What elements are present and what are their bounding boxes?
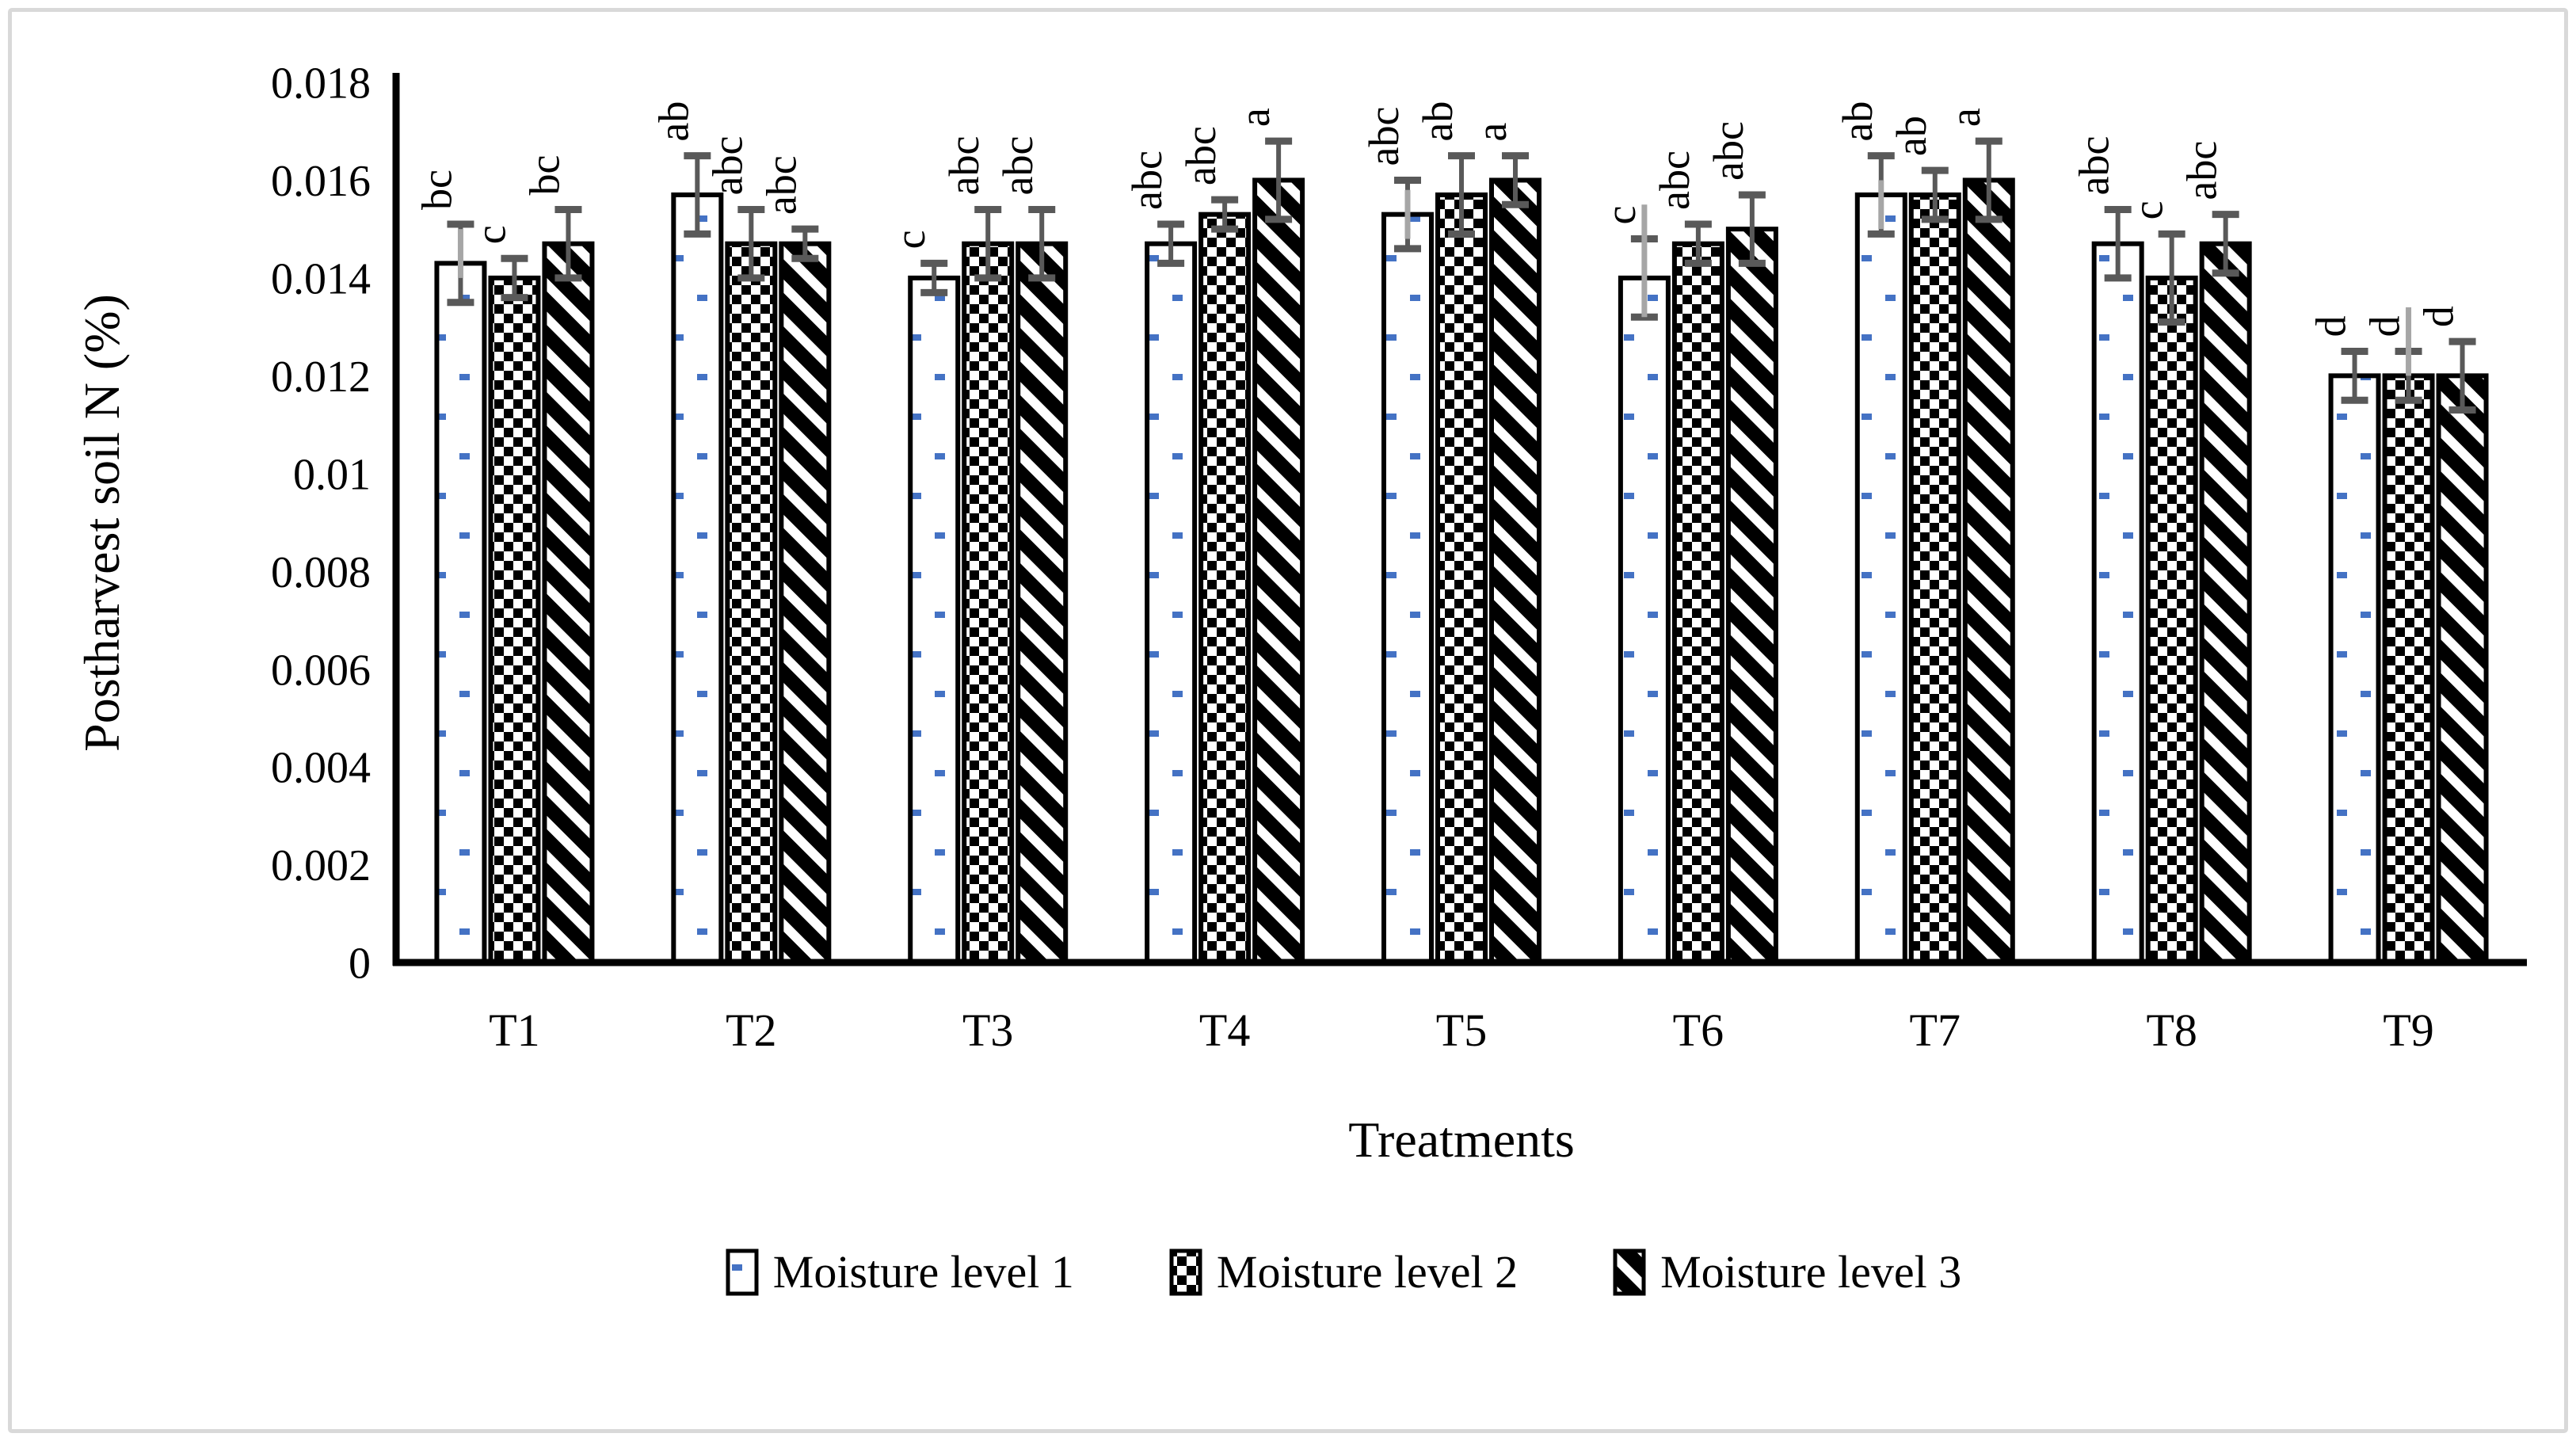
bar-T6-series3 [1725, 227, 1778, 965]
bars-group [434, 177, 2489, 966]
bar-T3-series3 [1016, 241, 1069, 965]
bar-T5-series1 [1381, 212, 1434, 965]
sig-letter-T4-series2: abc [1177, 126, 1225, 185]
sig-letter-T3-series2: abc [940, 136, 988, 196]
bar-T4-series1 [1145, 241, 1198, 965]
bar-T1-series1 [434, 261, 487, 966]
sig-letter-T9-series2: d [2361, 315, 2409, 337]
legend-swatch-blue-dots-icon [726, 1248, 759, 1295]
sig-letter-T4-series3: a [1231, 108, 1278, 127]
sig-letter-T8-series2: c [2124, 200, 2172, 219]
x-tick-label-T8: T8 [2146, 1005, 2197, 1056]
x-tick-label-T2: T2 [726, 1005, 776, 1056]
y-axis-title: Postharvest soil N (%) [74, 294, 130, 752]
sig-letter-T1-series3: bc [520, 155, 568, 196]
x-tick-label-T6: T6 [1673, 1005, 1724, 1056]
bar-T3-series1 [908, 275, 961, 965]
sig-letter-T2-series1: ab [650, 101, 697, 142]
y-axis-tick-labels: 0 0.002 0.004 0.006 0.008 0.01 0.012 0.014 0.016… [271, 59, 371, 989]
y-tick-label-0.006: 0.006 [271, 646, 371, 695]
bar-T2-series1 [671, 192, 724, 965]
sig-letter-T7-series1: ab [1834, 101, 1881, 142]
y-tick-label-0: 0 [349, 940, 371, 989]
bar-T2-series3 [779, 241, 832, 965]
sig-letter-T5-series2: ab [1414, 101, 1461, 142]
legend-swatch-checker-icon [1169, 1248, 1202, 1295]
sig-letter-T3-series1: c [886, 230, 934, 249]
bar-T7-series1 [1854, 192, 1907, 965]
sig-letter-T1-series2: c [467, 225, 514, 244]
bar-T9-series3 [2436, 373, 2489, 966]
sig-letter-T8-series3: abc [2178, 141, 2226, 200]
x-tick-label-T4: T4 [1199, 1005, 1250, 1056]
legend-label-3: Moisture level 3 [1660, 1246, 1962, 1298]
legend-item-1: Moisture level 1 [724, 1245, 1074, 1298]
bar-T8-series2 [2145, 275, 2198, 965]
y-tick-label-0.01: 0.01 [293, 450, 371, 499]
sig-letter-T8-series1: abc [2071, 136, 2118, 196]
sig-letter-T1-series1: bc [413, 170, 460, 210]
legend: Moisture level 1 Moisture level 2 Moisture… [277, 1245, 2408, 1298]
sig-letter-T3-series3: abc [994, 136, 1042, 196]
x-axis-title: Treatments [1348, 1111, 1575, 1168]
y-tick-label-0.002: 0.002 [271, 841, 371, 890]
legend-item-3: Moisture level 3 [1611, 1245, 1961, 1298]
sig-letter-T9-series1: d [2307, 315, 2355, 337]
legend-swatch-diagonal-icon [1613, 1248, 1646, 1295]
bar-T8-series1 [2091, 241, 2144, 965]
x-axis-tick-labels: T1 T2 T3 T4 T5 T6 T7 T8 T9 [489, 1005, 2434, 1056]
y-tick-label-0.008: 0.008 [271, 548, 371, 597]
bar-T3-series2 [962, 241, 1015, 965]
bar-T6-series2 [1671, 241, 1724, 965]
bar-T9-series1 [2328, 373, 2381, 966]
bar-T5-series2 [1435, 192, 1488, 965]
x-tick-label-T7: T7 [1910, 1005, 1961, 1056]
y-tick-label-0.012: 0.012 [271, 353, 371, 402]
bar-T4-series2 [1198, 212, 1252, 965]
bar-T8-series3 [2199, 241, 2252, 965]
error-bars-group [447, 137, 2476, 414]
sig-letter-T2-series2: abc [703, 136, 751, 196]
sig-letter-T5-series1: abc [1360, 107, 1408, 166]
bar-T7-series3 [1962, 177, 2015, 965]
x-tick-label-T5: T5 [1436, 1005, 1487, 1056]
bar-T1-series3 [542, 241, 595, 965]
y-tick-label-0.018: 0.018 [271, 59, 371, 109]
bar-T9-series2 [2382, 373, 2435, 966]
sig-letter-T6-series1: c [1597, 206, 1644, 225]
sig-letter-T4-series1: abc [1123, 151, 1171, 210]
sig-letter-T7-series3: a [1942, 108, 1989, 127]
legend-item-2: Moisture level 2 [1168, 1245, 1518, 1298]
x-tick-label-T9: T9 [2383, 1005, 2433, 1056]
y-tick-label-0.016: 0.016 [271, 157, 371, 206]
sig-letter-T6-series2: abc [1651, 151, 1698, 210]
legend-label-1: Moisture level 1 [772, 1246, 1074, 1298]
bar-T1-series2 [488, 275, 541, 965]
sig-letter-T9-series3: d [2415, 306, 2463, 327]
bar-T4-series3 [1252, 177, 1305, 965]
sig-letter-T6-series3: abc [1705, 121, 1752, 181]
sig-letter-T5-series3: a [1468, 123, 1515, 142]
bar-T6-series1 [1618, 275, 1671, 965]
y-tick-label-0.004: 0.004 [271, 744, 371, 793]
bar-T2-series2 [725, 241, 778, 965]
bar-T5-series3 [1489, 177, 1541, 965]
x-tick-label-T1: T1 [489, 1005, 539, 1056]
legend-label-2: Moisture level 2 [1216, 1246, 1519, 1298]
sig-letter-T2-series3: abc [757, 155, 805, 215]
bar-T7-series2 [1908, 192, 1961, 965]
y-tick-label-0.014: 0.014 [271, 254, 371, 303]
x-tick-label-T3: T3 [962, 1005, 1013, 1056]
sig-letter-T7-series2: ab [1888, 116, 1935, 156]
